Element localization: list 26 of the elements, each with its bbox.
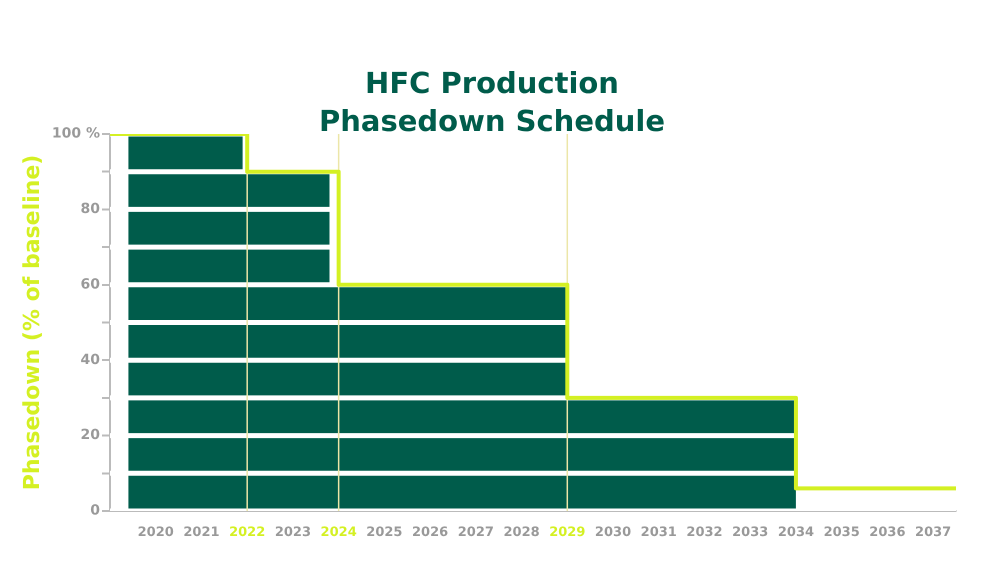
y-tick-label: 80 bbox=[80, 201, 100, 218]
x-tick-label: 2029 bbox=[549, 525, 586, 540]
x-tick-label: 2036 bbox=[869, 525, 906, 540]
x-tick-label: 2023 bbox=[274, 525, 312, 540]
y-axis-title: Phasedown (% of baseline) bbox=[20, 154, 45, 490]
x-tick-label: 2037 bbox=[915, 525, 952, 540]
y-tick-label: 0 bbox=[90, 502, 100, 519]
x-tick-label: 2034 bbox=[778, 525, 814, 540]
y-tick-label: 20 bbox=[80, 427, 100, 444]
x-tick-label: 2030 bbox=[594, 525, 632, 540]
y-tick-label: 100 % bbox=[52, 126, 100, 142]
x-tick-label: 2033 bbox=[732, 525, 768, 540]
x-tick-label: 2028 bbox=[503, 525, 540, 540]
x-tick-label: 2031 bbox=[640, 525, 677, 540]
x-tick-label: 2027 bbox=[458, 525, 494, 540]
y-tick-label: 40 bbox=[80, 352, 100, 368]
x-tick-label: 2035 bbox=[824, 525, 860, 540]
x-tick-label: 2024 bbox=[320, 525, 357, 540]
x-tick-label: 2025 bbox=[366, 525, 402, 540]
x-tick-label: 2021 bbox=[183, 525, 220, 540]
y-tick-label: 60 bbox=[80, 276, 100, 292]
x-tick-label: 2020 bbox=[138, 525, 174, 540]
x-tick-label: 2026 bbox=[412, 525, 448, 540]
x-tick-label: 2032 bbox=[686, 525, 723, 540]
chart-title: HFC Production Phasedown Schedule bbox=[318, 65, 666, 140]
x-tick-label: 2022 bbox=[229, 525, 266, 540]
